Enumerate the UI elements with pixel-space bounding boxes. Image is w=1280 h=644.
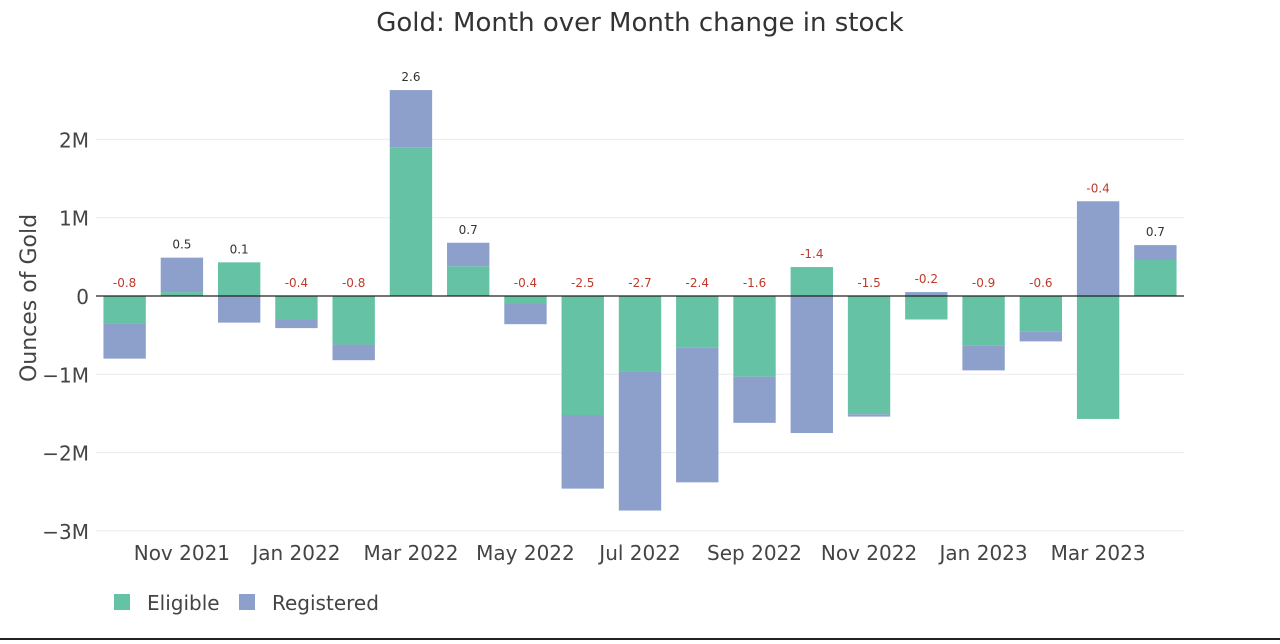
legend-swatch-eligible — [114, 594, 130, 610]
bar-total-label: -1.5 — [857, 276, 880, 290]
bar-total-label: 2.6 — [401, 70, 420, 84]
bar-registered-12 — [790, 296, 833, 434]
bar-eligible-11 — [733, 296, 776, 377]
bar-total-label: -0.4 — [285, 276, 308, 290]
x-tick-label: Jul 2022 — [597, 541, 680, 565]
bar-total-label: -1.6 — [743, 276, 766, 290]
bar-total-label: -2.7 — [628, 276, 651, 290]
legend-swatch-registered — [239, 594, 255, 610]
bar-eligible-3 — [275, 296, 318, 320]
bar-registered-3 — [275, 319, 318, 329]
bar-total-label: -0.9 — [972, 276, 995, 290]
bar-registered-7 — [504, 303, 547, 325]
bar-total-label: -2.4 — [686, 276, 709, 290]
bar-total-label: -0.4 — [1086, 181, 1109, 195]
bar-registered-1 — [160, 257, 204, 293]
bar-registered-9 — [618, 371, 662, 511]
bar-eligible-9 — [618, 296, 662, 372]
bar-registered-4 — [332, 344, 375, 361]
bar-eligible-6 — [447, 266, 490, 296]
x-tick-label: Mar 2022 — [363, 541, 458, 565]
bar-registered-10 — [676, 347, 719, 483]
y-axis-title: Ounces of Gold — [17, 214, 42, 382]
y-tick-label: 2M — [59, 128, 89, 152]
bar-eligible-15 — [962, 296, 1005, 346]
legend[interactable]: Eligible Registered — [114, 591, 379, 615]
bar-total-label: 0.1 — [230, 242, 249, 256]
bar-eligible-8 — [561, 296, 604, 416]
x-tick-label: Jan 2022 — [250, 541, 340, 565]
x-tick-label: Sep 2022 — [707, 541, 802, 565]
x-axis-ticks: Nov 2021 Jan 2022 Mar 2022 May 2022 Jul 2022… — [134, 541, 1146, 565]
x-tick-label: May 2022 — [476, 541, 575, 565]
bar-total-label: 0.7 — [1146, 225, 1165, 239]
bar-eligible-5 — [389, 147, 433, 296]
bar-total-label: -2.5 — [571, 276, 594, 290]
bar-registered-6 — [447, 242, 490, 267]
x-tick-label: Mar 2023 — [1051, 541, 1146, 565]
x-tick-label: Nov 2021 — [134, 541, 230, 565]
bar-registered-11 — [733, 376, 776, 423]
x-tick-label: Jan 2023 — [938, 541, 1028, 565]
bar-total-label: 0.7 — [459, 223, 478, 237]
y-tick-label: 0 — [76, 285, 89, 309]
bar-eligible-17 — [1076, 296, 1120, 419]
bar-registered-13 — [847, 414, 891, 417]
bar-total-label: -0.8 — [342, 276, 365, 290]
bottom-rule — [0, 638, 1280, 640]
bar-eligible-16 — [1019, 296, 1063, 332]
bar-registered-16 — [1019, 331, 1063, 342]
bar-eligible-18 — [1134, 259, 1177, 296]
y-tick-label: −3M — [42, 520, 89, 544]
bar-registered-2 — [217, 296, 261, 323]
bar-registered-14 — [905, 292, 948, 296]
bar-eligible-12 — [790, 267, 833, 296]
bar-total-label: -0.6 — [1029, 276, 1052, 290]
bar-eligible-14 — [905, 296, 948, 320]
bar-total-label: 0.5 — [172, 238, 191, 252]
bar-eligible-4 — [332, 296, 375, 345]
y-tick-label: 1M — [59, 207, 89, 231]
legend-item-registered[interactable]: Registered — [239, 591, 379, 615]
bar-eligible-2 — [217, 262, 261, 296]
bar-registered-18 — [1134, 245, 1177, 260]
bar-total-label: -0.2 — [915, 272, 938, 286]
bar-registered-8 — [561, 415, 604, 489]
legend-item-eligible[interactable]: Eligible — [114, 591, 220, 615]
bar-registered-17 — [1076, 201, 1120, 296]
y-tick-label: −1M — [42, 363, 89, 387]
bar-total-labels: -0.8 0.5 0.1 -0.4 -0.8 2.6 0.7 -0.4 -2.5 -2.7 -2.4… — [113, 70, 1165, 290]
bar-eligible-13 — [847, 296, 891, 415]
bar-total-label: -0.4 — [514, 276, 537, 290]
bar-eligible-7 — [504, 296, 547, 304]
y-tick-label: −2M — [42, 442, 89, 466]
bar-eligible-0 — [103, 296, 146, 324]
x-tick-label: Nov 2022 — [821, 541, 917, 565]
bar-registered-15 — [962, 345, 1005, 371]
bars — [103, 90, 1177, 511]
legend-label: Eligible — [147, 591, 220, 615]
bar-eligible-1 — [160, 292, 204, 296]
bar-eligible-10 — [676, 296, 719, 348]
y-axis-ticks: 2M 1M 0 −1M −2M −3M — [42, 128, 89, 544]
chart-title: Gold: Month over Month change in stock — [376, 8, 903, 38]
bar-total-label: -0.8 — [113, 276, 136, 290]
legend-label: Registered — [272, 591, 379, 615]
bar-registered-0 — [103, 323, 146, 359]
bar-registered-5 — [389, 90, 433, 148]
bar-total-label: -1.4 — [800, 247, 823, 261]
